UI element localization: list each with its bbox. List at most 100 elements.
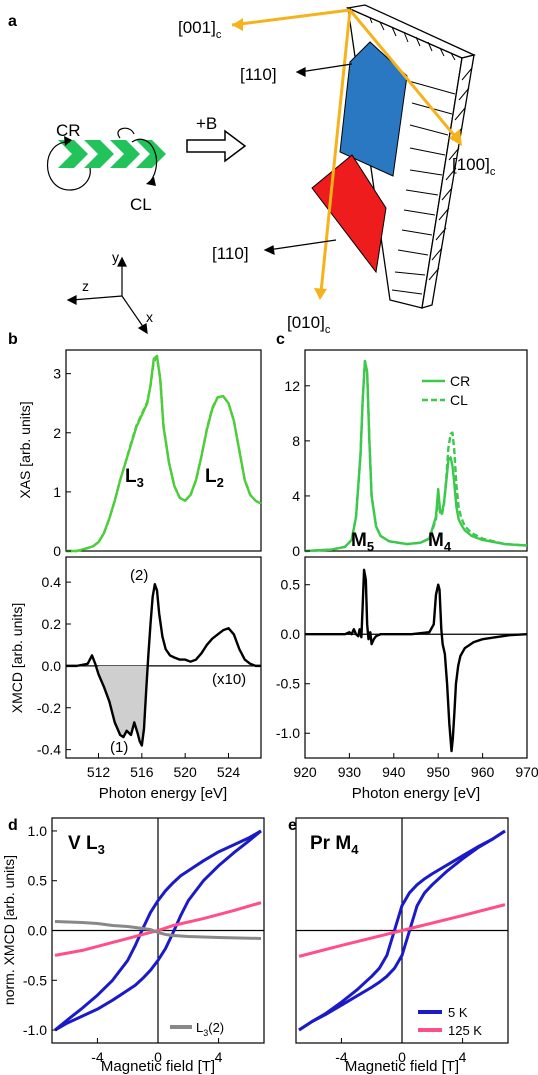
y-tick-label: -1.0	[23, 1022, 47, 1038]
cr-label: CR	[56, 121, 81, 140]
y-tick-label: 0	[292, 543, 300, 559]
axis-100-line	[348, 9, 460, 141]
panel-b-xas-frame	[65, 349, 262, 552]
panel-c-xmcd-frame	[304, 556, 528, 759]
panel-b-xmcd-frame	[65, 556, 262, 759]
panel-c-legend: CR CL	[422, 373, 470, 408]
series-cr	[66, 354, 262, 553]
axis-001-line	[231, 8, 351, 27]
panel-b-xmcd-xticks: 512 516 520 524	[87, 753, 241, 780]
panel-c-xas-frame	[304, 349, 528, 552]
cr-rotation-arc	[47, 141, 91, 191]
x-tick-label: 512	[87, 764, 111, 780]
beam-chevron	[84, 140, 114, 168]
panel-d-xticks: -4 0 4	[91, 1038, 223, 1065]
panel-c-xmcd-xticks: 920 930 940 950 960 970	[293, 753, 538, 780]
y-tick-label: 0.0	[28, 923, 48, 939]
edge-label-M5: M5	[351, 530, 374, 554]
edge-label-L2: L2	[205, 466, 224, 490]
field-arrow	[186, 129, 247, 163]
series-5-k-down-branch	[54, 829, 262, 1032]
x-tick-label: 4	[215, 1049, 223, 1065]
series-l3-2-	[54, 920, 262, 940]
panel-d: -1.0 -0.5 0.0 0.5 1.0 -4 0 4 V L3 L3(2) norm. …	[1, 817, 265, 1075]
coord-z-label: z	[82, 278, 89, 294]
panel-b-xas-yticks: 0 1 2 3	[53, 366, 71, 559]
y-tick-label: 0.0	[281, 626, 301, 642]
axis-010-line	[319, 9, 352, 293]
plane-110-upper-label: [110]	[240, 65, 277, 84]
y-tick-label: 0.5	[281, 577, 301, 593]
x-tick-label: 930	[338, 764, 362, 780]
panel-c-xas-yticks: 0 4 8 12	[284, 378, 310, 559]
y-tick-label: 0	[53, 543, 61, 559]
y-tick-label: 0.5	[28, 873, 48, 889]
x-tick-label: 960	[471, 764, 495, 780]
plane-110-lower	[311, 154, 387, 274]
legend-l3-2-label: L3(2)	[196, 1020, 224, 1038]
annotation-x10: (x10)	[212, 671, 246, 688]
panel-d-yticks: -1.0 -0.5 0.0 0.5 1.0	[23, 823, 57, 1038]
series-5-k-down-branch	[298, 829, 506, 1032]
panel-label-c: c	[276, 331, 285, 348]
annotation-1: (1)	[110, 739, 128, 756]
panel-d-ylabel: norm. XMCD [arb. units]	[1, 855, 17, 1005]
y-tick-label: 8	[292, 433, 300, 449]
y-tick-label: 12	[284, 378, 300, 394]
integral-shaded-area	[98, 665, 149, 746]
series-125-k	[298, 903, 506, 958]
axis-001-label: [001]c	[178, 18, 222, 41]
x-tick-label: 0	[398, 1049, 406, 1065]
y-tick-label: -0.2	[37, 700, 61, 716]
series-xmcd	[305, 568, 528, 753]
y-tick-label: -0.5	[276, 676, 300, 692]
x-tick-label: 940	[382, 764, 406, 780]
coord-x-label: x	[146, 309, 153, 325]
y-tick-label: -0.5	[23, 972, 47, 988]
cl-arrowhead	[146, 177, 156, 186]
panel-e-xticks: -4 0 4	[335, 1038, 467, 1065]
series-xmcd	[66, 583, 261, 747]
axis-010-label: [010]c	[287, 313, 331, 336]
plane-110-upper	[339, 41, 408, 177]
x-tick-label: 524	[217, 764, 241, 780]
x-tick-label: 4	[459, 1049, 467, 1065]
axis-001-arrowhead	[232, 18, 243, 31]
panel-c-xas: 0 4 8 12 CR CL M5 M4	[284, 349, 528, 559]
helicity-loop	[117, 127, 135, 139]
panel-b-xas-plot	[66, 354, 262, 553]
y-tick-label: 3	[53, 366, 61, 382]
edge-label-M4: M4	[428, 530, 452, 554]
photon-beam	[47, 127, 166, 191]
lab-coordinate-axes	[66, 256, 148, 335]
series-cr	[304, 359, 528, 553]
crystal-axes	[231, 8, 462, 300]
x-tick-label: 970	[515, 764, 538, 780]
beam-chevron	[136, 140, 166, 168]
panel-e-plot	[296, 818, 508, 1043]
x-tick-label: 0	[154, 1049, 162, 1065]
panel-b-xmcd-ylabel: XMCD [arb. units]	[9, 603, 25, 713]
panel-b-xlabel: Photon energy [eV]	[99, 785, 227, 802]
panel-e-title: Pr M4	[310, 833, 359, 857]
x-tick-label: 920	[293, 764, 317, 780]
panel-label-e: e	[288, 817, 297, 834]
field-label: +B	[196, 114, 217, 133]
x-tick-label: 950	[427, 764, 451, 780]
x-tick-label: -4	[335, 1049, 348, 1065]
series-5-k-up-branch	[54, 829, 262, 1032]
x-tick-label: -4	[91, 1049, 104, 1065]
panel-b-xmcd-plot	[66, 583, 261, 747]
panel-b-xas-ylabel: XAS [arb. units]	[17, 401, 33, 498]
beam-chevron	[110, 140, 140, 168]
panel-c-xmcd: -1.0 -0.5 0.0 0.5 920 930 940 950 960 970 Photon…	[276, 556, 538, 802]
panel-b-xmcd: -0.4 -0.2 0.0 0.2 0.4 512 516 520 524 XMCD [arb…	[9, 556, 262, 802]
y-tick-label: 1.0	[28, 823, 48, 839]
crystal-side-face	[421, 54, 475, 309]
panel-label-d: d	[8, 817, 18, 834]
cl-label: CL	[130, 195, 152, 214]
coord-y-label: y	[112, 249, 119, 265]
panel-e-xlabel: Magnetic field [T]	[345, 1058, 459, 1075]
axis-100-label: [100]c	[452, 155, 496, 178]
